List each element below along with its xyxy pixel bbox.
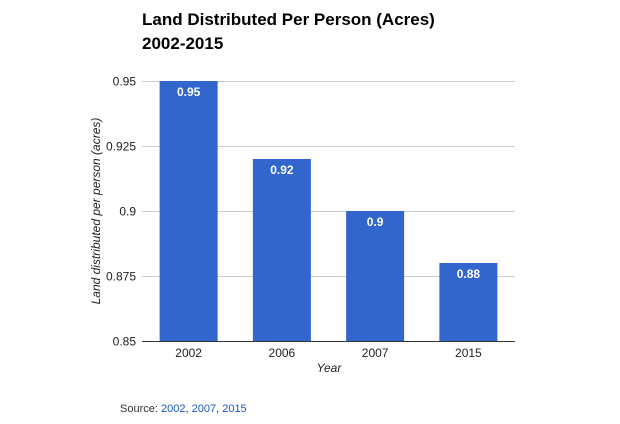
y-tick-label: 0.875 bbox=[106, 270, 136, 284]
x-tick-label: 2002 bbox=[175, 346, 202, 360]
bar-data-label: 0.88 bbox=[457, 267, 481, 281]
x-tick-label: 2015 bbox=[455, 346, 482, 360]
x-tick-label: 2007 bbox=[362, 346, 389, 360]
bar-data-label: 0.95 bbox=[177, 85, 201, 99]
x-axis-title: Year bbox=[317, 361, 343, 375]
bar bbox=[252, 159, 311, 341]
y-tick-label: 0.95 bbox=[113, 75, 137, 89]
y-axis-ticks: 0.85 0.875 0.9 0.925 0.95 bbox=[106, 75, 136, 349]
chart-title-line-2: 2002-2015 bbox=[142, 34, 223, 53]
bar bbox=[439, 263, 498, 341]
source-link-2015[interactable]: 2015 bbox=[222, 403, 247, 415]
y-tick-label: 0.85 bbox=[113, 335, 137, 349]
source-link-2007[interactable]: 2007 bbox=[191, 403, 217, 415]
bar-data-label: 0.92 bbox=[270, 163, 294, 177]
chart-title-line-1: Land Distributed Per Person (Acres) bbox=[142, 10, 435, 29]
bars: 0.95 0.92 0.9 0.88 bbox=[159, 81, 498, 341]
bar-data-label: 0.9 bbox=[367, 215, 384, 229]
y-axis-title: Land distributed per person (acres) bbox=[89, 118, 103, 305]
x-tick-label: 2006 bbox=[269, 346, 296, 360]
x-axis-ticks: 2002 2006 2007 2015 bbox=[175, 346, 482, 360]
source-link-2002[interactable]: 2002 bbox=[160, 403, 186, 415]
source-prefix: Source: bbox=[120, 403, 158, 415]
y-tick-label: 0.925 bbox=[106, 140, 136, 154]
y-tick-label: 0.9 bbox=[119, 205, 136, 219]
bar bbox=[346, 211, 405, 341]
bar bbox=[159, 81, 218, 341]
source-note: Source: 2002, 2007, 2015 bbox=[120, 403, 247, 415]
